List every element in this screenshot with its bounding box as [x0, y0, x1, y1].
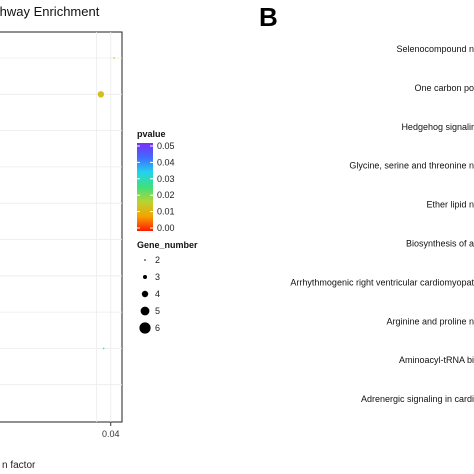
pvalue-legend-title: pvalue [137, 129, 166, 139]
data-point [102, 347, 105, 350]
gene-number-legend-label: 6 [155, 323, 160, 333]
gene-number-legend-dot [144, 259, 146, 261]
gene-number-legend-label: 3 [155, 272, 160, 282]
pvalue-tick-label: 0.02 [157, 190, 175, 200]
pathway-label: Arrhythmogenic right ventricular cardiom… [290, 277, 474, 287]
pvalue-tick-label: 0.03 [157, 174, 175, 184]
plot-panel [0, 31, 123, 423]
gene-number-legend-dot [140, 306, 150, 316]
data-point [97, 91, 105, 98]
gene-number-legend-dot [143, 275, 147, 279]
pvalue-tick-label: 0.00 [157, 223, 175, 233]
data-points [97, 57, 115, 350]
pathway-label: Ether lipid n [426, 200, 474, 210]
gene-number-legend-dot [139, 322, 151, 334]
pathway-label: Adrenergic signaling in cardi [361, 394, 474, 404]
pvalue-tick-label: 0.05 [157, 141, 175, 151]
grid-lines [0, 32, 122, 422]
gene-number-legend: 2 3 4 5 6 [139, 255, 160, 334]
pathway-label: Biosynthesis of a [406, 239, 474, 249]
pathway-label: Selenocompound n [396, 44, 474, 54]
pvalue-colorbar [137, 143, 153, 231]
pathway-label: One carbon po [414, 83, 474, 93]
pvalue-tick-label: 0.01 [157, 207, 175, 217]
pathway-label: Arginine and proline n [386, 316, 474, 326]
x-axis-label: n factor [2, 460, 36, 471]
pvalue-tick-label: 0.04 [157, 157, 175, 167]
panel-b-letter: B [259, 2, 278, 32]
x-tick-label: 0.04 [102, 429, 120, 439]
gene-number-legend-label: 5 [155, 306, 160, 316]
gene-number-legend-label: 2 [155, 255, 160, 265]
gene-number-legend-label: 4 [155, 289, 160, 299]
x-axis-ticks: 0.04 [102, 422, 120, 439]
pathway-label: Hedgehog signalir [401, 122, 474, 132]
gene-number-legend-title: Gene_number [137, 240, 198, 250]
pathway-label: Glycine, serine and threonine n [349, 161, 474, 171]
pathway-label: Aminoacyl-tRNA bi [399, 355, 474, 365]
pathway-labels: Selenocompound n One carbon po Hedgehog si… [290, 44, 474, 404]
gene-number-legend-dot [141, 290, 149, 298]
chart-title: thway Enrichment [0, 4, 100, 19]
data-point [113, 57, 115, 59]
pvalue-legend-ticks: 0.05 0.04 0.03 0.02 0.01 0.00 [137, 141, 175, 233]
